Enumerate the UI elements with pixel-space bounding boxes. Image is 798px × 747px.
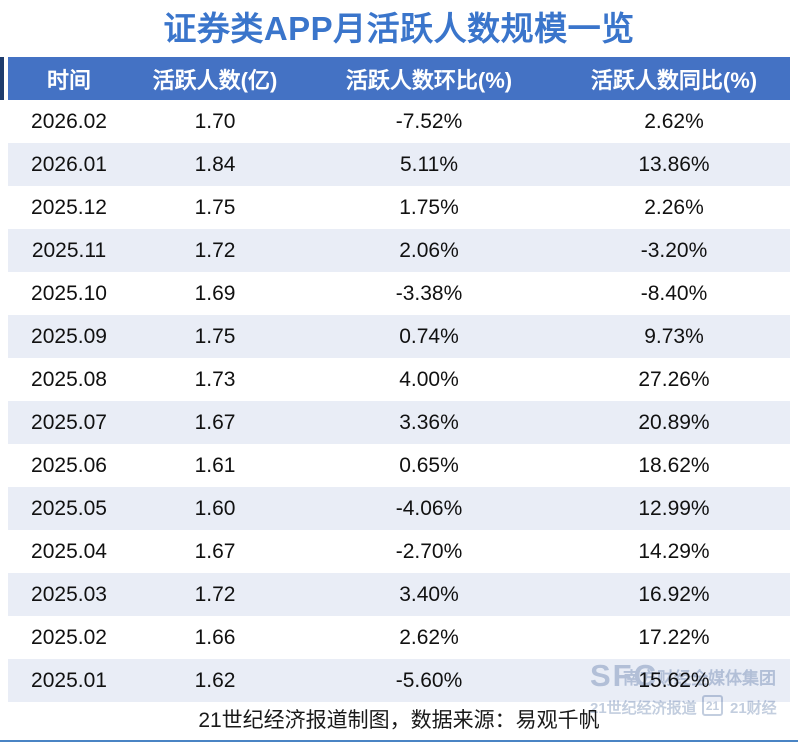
table-cell: 20.89% bbox=[558, 401, 790, 444]
table-cell: 9.73% bbox=[558, 315, 790, 358]
table-row: 2025.05 1.60 -4.06% 12.99% bbox=[8, 487, 790, 530]
table-cell: 2025.06 bbox=[31, 453, 107, 477]
table-cell: 0.74% bbox=[300, 315, 558, 358]
table-cell: 2025.12 bbox=[31, 195, 107, 219]
table-row: 2026.01 1.84 5.11% 13.86% bbox=[8, 143, 790, 186]
table-cell: -7.52% bbox=[395, 109, 463, 133]
table-row: 2025.03 1.72 3.40% 16.92% bbox=[8, 573, 790, 616]
bottom-divider-line bbox=[0, 740, 798, 742]
table-cell: 1.67 bbox=[194, 539, 236, 563]
table-cell: 1.73 bbox=[194, 367, 236, 391]
table-cell: 2025.09 bbox=[8, 315, 130, 358]
table-cell: 2025.08 bbox=[31, 367, 107, 391]
table-cell: 12.99% bbox=[558, 487, 790, 530]
table-cell: 3.40% bbox=[300, 573, 558, 616]
table-header-row: 时间 活跃人数(亿) 活跃人数环比(%) 活跃人数同比(%) bbox=[8, 57, 790, 100]
table-row: 2025.11 1.72 2.06% -3.20% bbox=[8, 229, 790, 272]
column-header-yoy: 活跃人数同比(%) bbox=[558, 57, 790, 100]
table-cell: 27.26% bbox=[638, 367, 710, 391]
table-cell: 1.70 bbox=[194, 109, 236, 133]
table-cell: 0.65% bbox=[399, 453, 459, 477]
table-cell: 2.06% bbox=[300, 229, 558, 272]
table-cell: 15.62% bbox=[558, 659, 790, 702]
column-header-mom: 活跃人数环比(%) bbox=[300, 57, 558, 100]
column-header-mau: 活跃人数(亿) bbox=[130, 57, 300, 100]
table-cell: 2026.01 bbox=[8, 143, 130, 186]
page-title: 证券类APP月活跃人数规模一览 bbox=[163, 10, 635, 47]
table-cell: 2026.02 bbox=[31, 109, 107, 133]
mau-table: 时间 活跃人数(亿) 活跃人数环比(%) 活跃人数同比(%) 2026.02 1.… bbox=[8, 57, 790, 702]
table-row: 2026.02 1.70 -7.52% 2.62% bbox=[8, 100, 790, 143]
table-cell: 1.75 bbox=[130, 315, 300, 358]
table-row: 2025.07 1.67 3.36% 20.89% bbox=[8, 401, 790, 444]
header-accent-bar bbox=[0, 57, 4, 100]
table-cell: -5.60% bbox=[300, 659, 558, 702]
table-cell: 2.62% bbox=[644, 109, 704, 133]
table-cell: 2025.04 bbox=[31, 539, 107, 563]
table-cell: 13.86% bbox=[558, 143, 790, 186]
table-cell: -8.40% bbox=[640, 281, 708, 305]
table-cell: 2025.07 bbox=[8, 401, 130, 444]
table-cell: 4.00% bbox=[399, 367, 459, 391]
table-cell: 17.22% bbox=[638, 625, 710, 649]
table-cell: 2025.10 bbox=[31, 281, 107, 305]
table-row: 2025.09 1.75 0.74% 9.73% bbox=[8, 315, 790, 358]
table-row: 2025.02 1.66 2.62% 17.22% bbox=[8, 616, 790, 659]
table-cell: 2025.01 bbox=[8, 659, 130, 702]
table-cell: 16.92% bbox=[558, 573, 790, 616]
table-cell: -2.70% bbox=[395, 539, 463, 563]
table-row: 2025.08 1.73 4.00% 27.26% bbox=[8, 358, 790, 401]
table-row: 2025.04 1.67 -2.70% 14.29% bbox=[8, 530, 790, 573]
table-cell: -3.20% bbox=[558, 229, 790, 272]
table-cell: 1.72 bbox=[130, 573, 300, 616]
table-cell: 1.60 bbox=[130, 487, 300, 530]
table-cell: 18.62% bbox=[638, 453, 710, 477]
table-cell: -4.06% bbox=[300, 487, 558, 530]
table-cell: 3.36% bbox=[300, 401, 558, 444]
table-cell: 1.72 bbox=[130, 229, 300, 272]
table-cell: 2025.03 bbox=[8, 573, 130, 616]
table-cell: 1.61 bbox=[194, 453, 236, 477]
table-cell: 2025.05 bbox=[8, 487, 130, 530]
table-cell: 1.69 bbox=[194, 281, 236, 305]
table-row: 2025.10 1.69 -3.38% -8.40% bbox=[8, 272, 790, 315]
table-cell: 1.67 bbox=[130, 401, 300, 444]
table-cell: 1.62 bbox=[130, 659, 300, 702]
table-row: 2025.06 1.61 0.65% 18.62% bbox=[8, 444, 790, 487]
table-row: 2025.01 1.62 -5.60% 15.62% bbox=[8, 659, 790, 702]
table-cell: 1.66 bbox=[194, 625, 236, 649]
table-cell: 1.75% bbox=[399, 195, 459, 219]
table-cell: 2025.02 bbox=[31, 625, 107, 649]
table-cell: 14.29% bbox=[638, 539, 710, 563]
table-cell: -3.38% bbox=[395, 281, 463, 305]
table-cell: 2025.11 bbox=[8, 229, 130, 272]
table-cell: 1.75 bbox=[194, 195, 236, 219]
column-header-time: 时间 bbox=[8, 57, 130, 100]
source-note: 21世纪经济报道制图，数据来源：易观千帆 bbox=[198, 709, 600, 732]
table-cell: 1.84 bbox=[130, 143, 300, 186]
table-row: 2025.12 1.75 1.75% 2.26% bbox=[8, 186, 790, 229]
table-cell: 2.26% bbox=[644, 195, 704, 219]
table-cell: 5.11% bbox=[300, 143, 558, 186]
table-cell: 2.62% bbox=[399, 625, 459, 649]
table-body: 2026.02 1.70 -7.52% 2.62% 2026.01 1.84 5.11% 13… bbox=[8, 100, 790, 702]
